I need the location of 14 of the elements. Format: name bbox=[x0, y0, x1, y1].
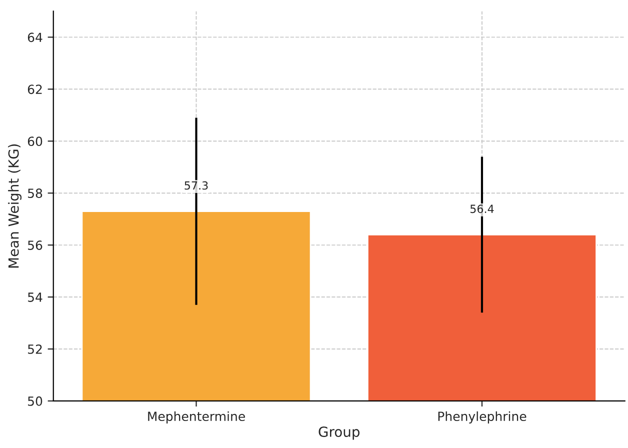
x-axis-title: Group bbox=[318, 426, 360, 440]
y-tick-label: 52 bbox=[28, 344, 42, 354]
y-tick-label: 64 bbox=[28, 32, 42, 42]
x-tick-label: Mephentermine bbox=[148, 411, 245, 424]
x-tick-label: Phenylephrine bbox=[438, 411, 526, 424]
y-tick-label: 56 bbox=[28, 240, 42, 250]
y-axis-title: Mean Weight (KG) bbox=[8, 144, 22, 268]
data-label: 56.4 bbox=[470, 204, 494, 214]
y-tick-label: 58 bbox=[28, 188, 42, 198]
y-tick-label: 54 bbox=[28, 292, 42, 302]
y-tick-label: 62 bbox=[28, 84, 42, 94]
y-tick-label: 60 bbox=[28, 136, 42, 146]
y-tick-label: 50 bbox=[28, 396, 42, 406]
data-label: 57.3 bbox=[184, 181, 208, 190]
